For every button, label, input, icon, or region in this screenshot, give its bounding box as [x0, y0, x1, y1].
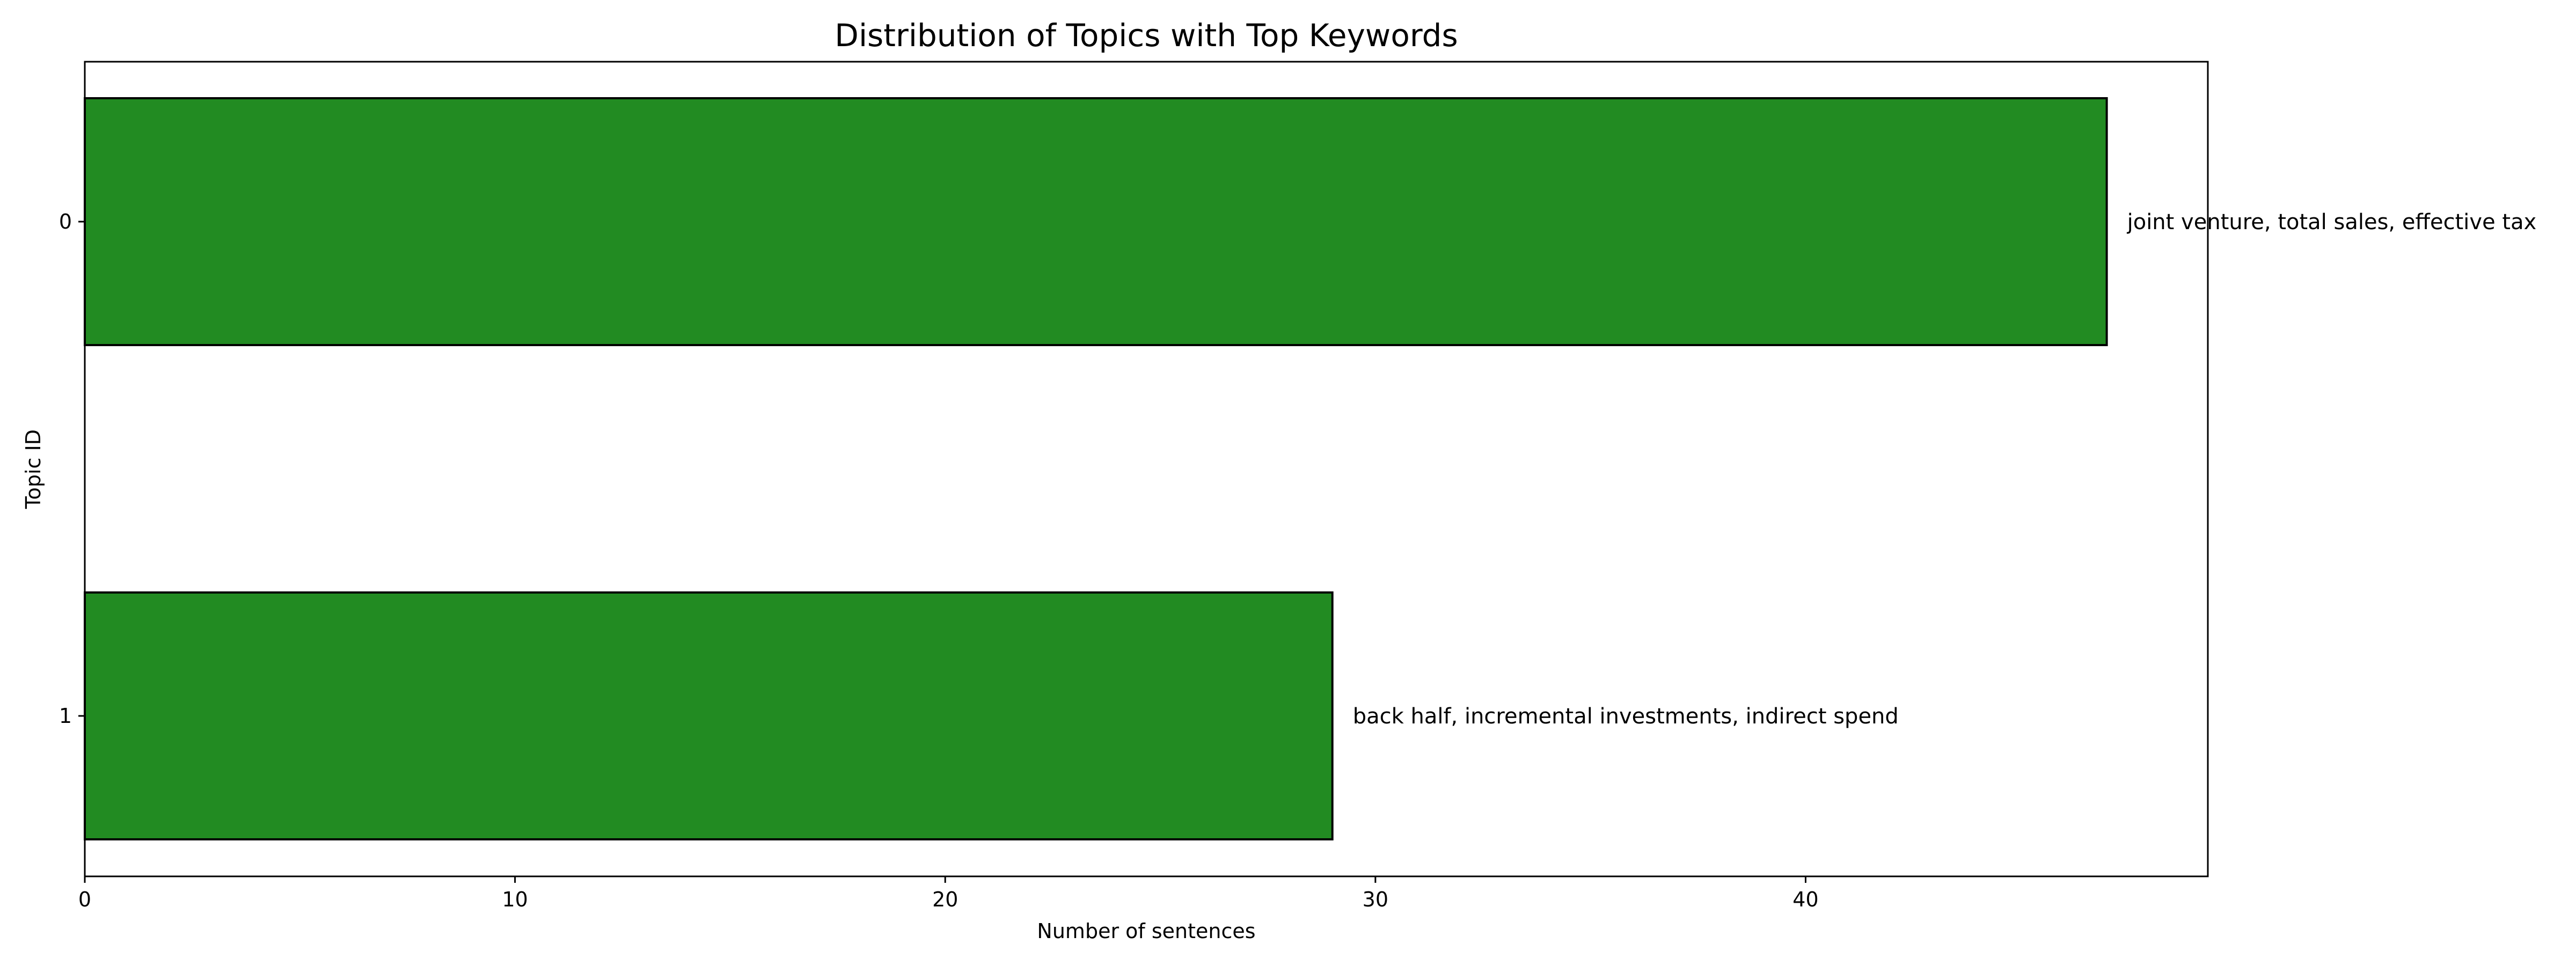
bar-topic-1 — [84, 591, 1334, 840]
plot-frame — [84, 61, 2209, 877]
bar-annotation: back half, incremental investments, indi… — [1353, 704, 1899, 729]
x-tick-label: 20 — [932, 888, 958, 911]
x-tick-label: 0 — [78, 888, 91, 911]
x-tick-label: 40 — [1792, 888, 1818, 911]
chart-title: Distribution of Topics with Top Keywords — [835, 17, 1458, 54]
y-axis-label: Topic ID — [21, 429, 45, 509]
x-tick-label: 10 — [502, 888, 528, 911]
x-axis: 0 10 20 30 40 — [78, 876, 1819, 911]
bar-topic-0 — [84, 97, 2108, 346]
x-axis-label: Number of sentences — [1037, 919, 1255, 943]
y-tick-label: 1 — [59, 704, 72, 728]
bar-annotation: joint venture, total sales, effective ta… — [2127, 210, 2537, 235]
y-tick-label: 0 — [59, 210, 72, 233]
y-axis: 01 — [59, 210, 85, 728]
x-tick-label: 30 — [1363, 888, 1388, 911]
bars-layer: joint venture, total sales, effective ta… — [84, 97, 2537, 840]
